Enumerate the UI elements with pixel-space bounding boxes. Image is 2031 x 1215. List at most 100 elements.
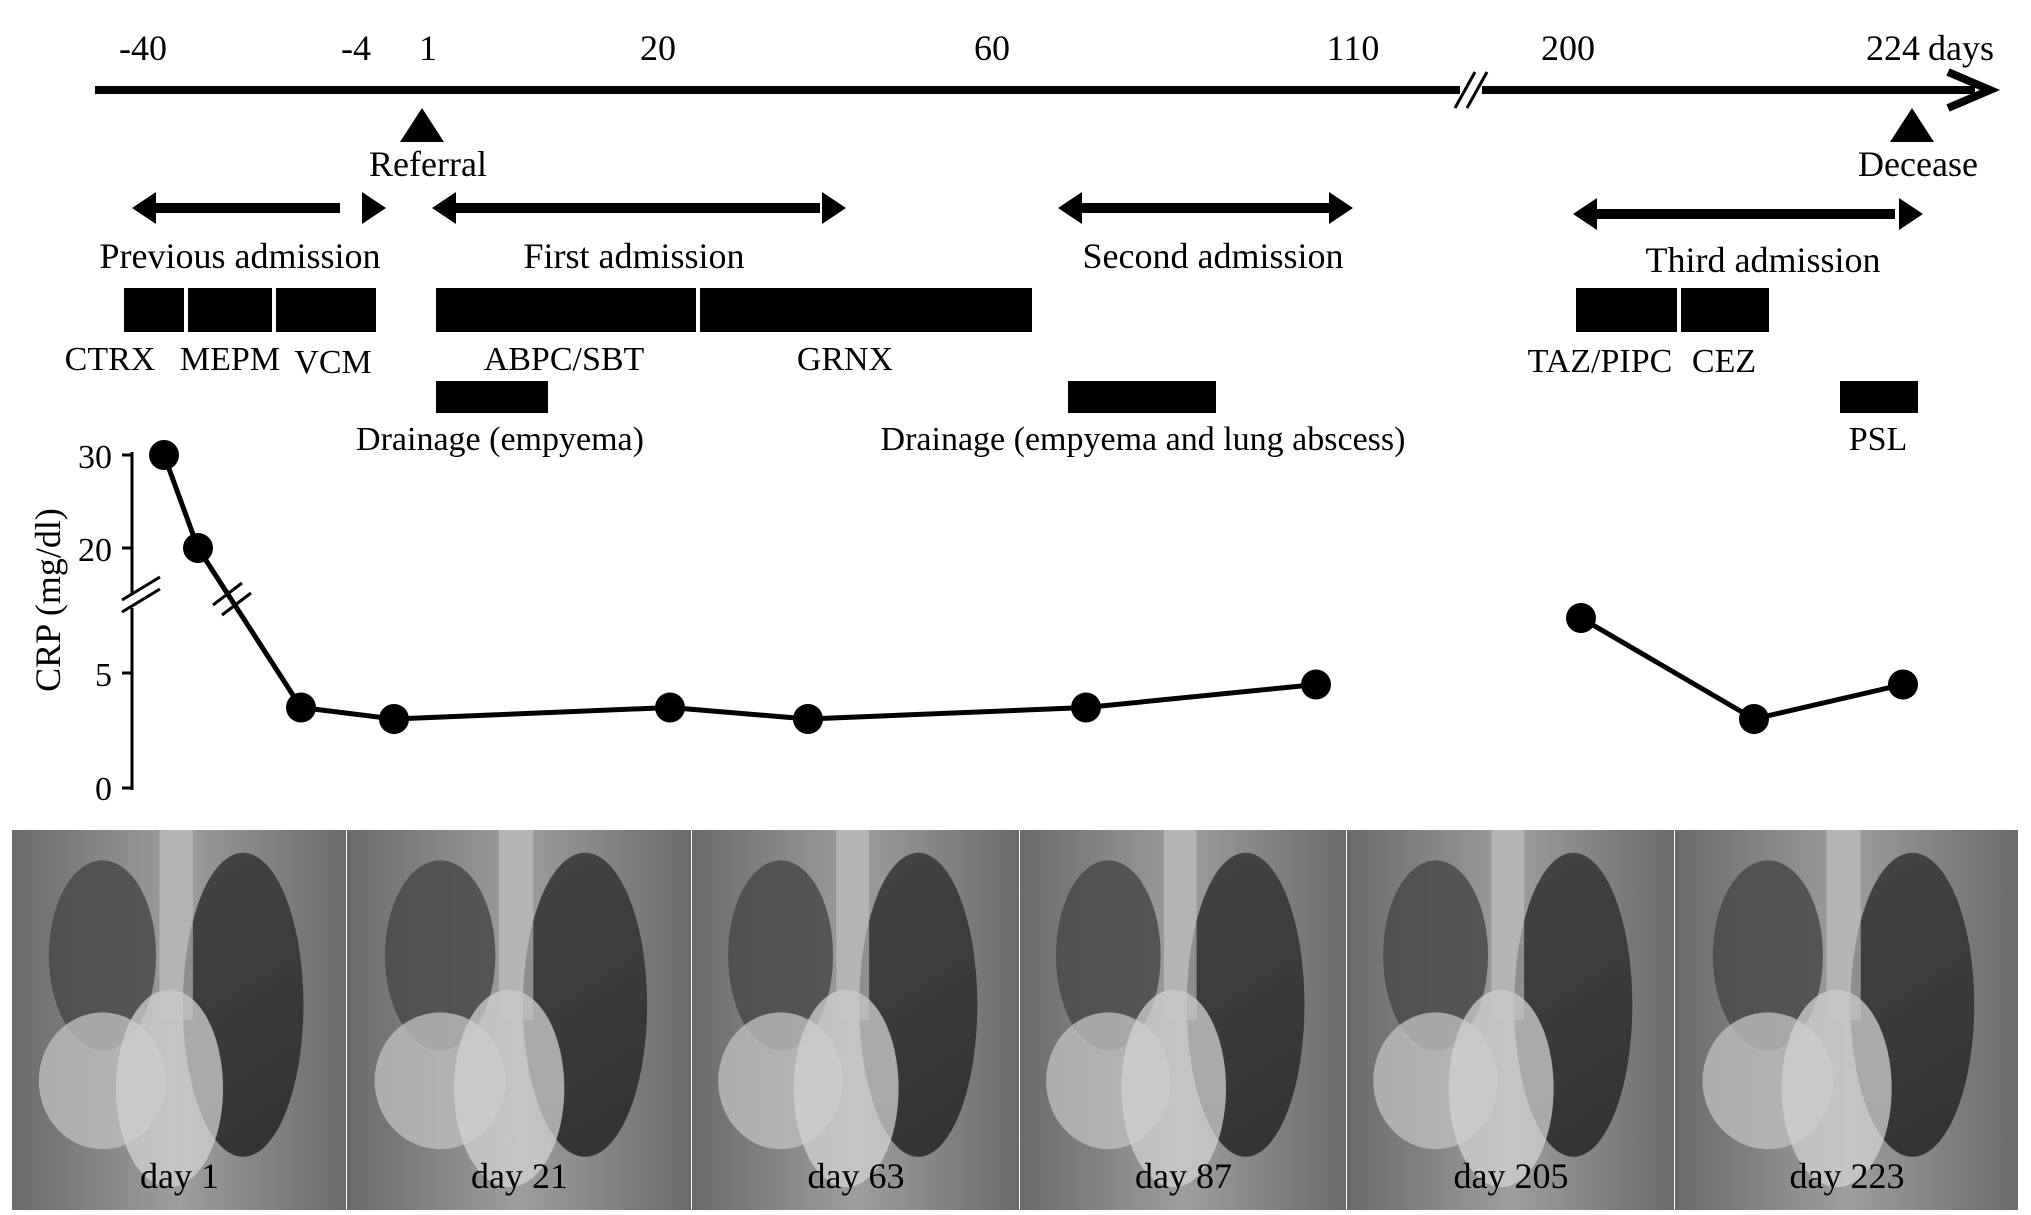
xray-panel: day 223 bbox=[1675, 830, 2020, 1210]
tick-label-200: 200 bbox=[1541, 28, 1595, 68]
crp-data-point bbox=[655, 692, 685, 723]
admission-label: Third admission bbox=[1646, 240, 1881, 280]
xray-day-label: day 223 bbox=[1790, 1156, 1905, 1196]
treatment-bar-vcm bbox=[276, 288, 376, 332]
xray-panel: day 87 bbox=[1020, 830, 1348, 1210]
crp-chart: 0 5 20 30 CRP (mg/dl) bbox=[28, 439, 1918, 808]
timeline: -40 -4 1 20 60 110 200 224 days Referral… bbox=[95, 28, 2001, 184]
xray-right-lung-field bbox=[384, 860, 496, 1051]
crp-y-tick-label-0: 0 bbox=[95, 771, 112, 808]
crp-data-point bbox=[183, 533, 213, 563]
xray-heart-shadow bbox=[1121, 989, 1227, 1188]
crp-line-break-mark-2 bbox=[221, 591, 252, 617]
tick-label-20: 20 bbox=[640, 28, 676, 68]
crp-series-points bbox=[149, 440, 1918, 734]
crp-y-tick-label-20: 20 bbox=[78, 532, 112, 569]
decease-label: Decease bbox=[1858, 144, 1978, 184]
crp-line-break-mark-1 bbox=[212, 581, 243, 607]
timeline-break-mark-1 bbox=[1453, 71, 1477, 109]
treatment-bar-taz-pipc bbox=[1576, 288, 1677, 332]
xray-heart-shadow bbox=[1448, 989, 1554, 1188]
admission-label: Previous admission bbox=[99, 236, 380, 276]
admission-arrowhead-right bbox=[1899, 198, 1923, 230]
crp-y-tick-label-30: 30 bbox=[78, 439, 112, 476]
timeline-unit-label: days bbox=[1928, 28, 1994, 68]
tick-label-minus-40: -40 bbox=[119, 28, 167, 68]
timeline-break-mark-2 bbox=[1465, 71, 1489, 109]
treatment-bar-grnx bbox=[700, 288, 1032, 332]
treatment-label-vcm: VCM bbox=[294, 344, 371, 381]
crp-series-line bbox=[161, 454, 1317, 722]
admission-previous: Previous admission bbox=[99, 192, 386, 276]
procedure-label-drainage-empyema: Drainage (empyema) bbox=[356, 421, 644, 458]
treatment-label-abpc-sbt: ABPC/SBT bbox=[484, 341, 645, 378]
crp-data-point bbox=[1071, 692, 1101, 723]
crp-data-point bbox=[1301, 669, 1331, 700]
xray-day-label: day 87 bbox=[1135, 1156, 1232, 1196]
crp-data-point bbox=[1739, 704, 1769, 734]
treatment-bars: CTRX MEPM VCM ABPC/SBT GRNX TAZ/PIPC CEZ… bbox=[65, 288, 1918, 458]
crp-data-point bbox=[1566, 603, 1596, 633]
tick-label-minus-4: -4 bbox=[341, 28, 371, 68]
procedure-bar-drainage-empyema-lung-abscess bbox=[1068, 381, 1216, 413]
xray-mediastinum bbox=[1826, 830, 1861, 1020]
treatment-label-psl: PSL bbox=[1849, 421, 1908, 458]
crp-y-axis-label: CRP (mg/dl) bbox=[28, 508, 68, 692]
xray-panel: day 63 bbox=[692, 830, 1021, 1210]
xray-heart-shadow bbox=[453, 989, 565, 1188]
treatment-bar-psl bbox=[1840, 381, 1918, 413]
crp-y-axis-break-1 bbox=[121, 575, 161, 602]
crp-data-point bbox=[793, 704, 823, 734]
referral-label: Referral bbox=[369, 144, 487, 184]
treatment-label-cez: CEZ bbox=[1692, 343, 1756, 380]
xray-mediastinum bbox=[1163, 830, 1197, 1020]
xray-right-lung-field bbox=[1383, 860, 1489, 1051]
crp-data-point bbox=[1888, 669, 1918, 700]
xray-day-label: day 21 bbox=[471, 1156, 568, 1196]
admission-arrowhead-left bbox=[1058, 192, 1082, 224]
xray-right-lung-field bbox=[728, 860, 834, 1051]
procedure-bar-drainage-empyema bbox=[436, 381, 548, 413]
treatment-bar-cez bbox=[1681, 288, 1769, 332]
tick-label-1: 1 bbox=[419, 28, 437, 68]
admission-third: Third admission bbox=[1573, 198, 1923, 280]
xray-heart-shadow bbox=[793, 989, 899, 1188]
treatment-bar-abpc-sbt bbox=[436, 288, 696, 332]
treatment-label-taz-pipc: TAZ/PIPC bbox=[1528, 343, 1673, 380]
xray-mediastinum bbox=[1491, 830, 1525, 1020]
admission-arrowhead-right bbox=[362, 192, 386, 224]
crp-y-tick-label-5: 5 bbox=[95, 657, 112, 694]
crp-series-line bbox=[1579, 615, 1904, 722]
admission-arrowhead-right bbox=[1329, 192, 1353, 224]
treatment-label-grnx: GRNX bbox=[797, 341, 893, 378]
treatment-label-mepm: MEPM bbox=[180, 341, 280, 378]
xray-right-lung-field bbox=[1712, 860, 1823, 1051]
xray-panel: day 1 bbox=[12, 830, 348, 1210]
admission-second: Second admission bbox=[1058, 192, 1353, 276]
admission-first: First admission bbox=[432, 192, 846, 276]
xray-day-label: day 205 bbox=[1454, 1156, 1569, 1196]
admission-arrowhead-right bbox=[822, 192, 846, 224]
crp-data-point bbox=[149, 440, 179, 470]
xray-mediastinum bbox=[836, 830, 870, 1020]
crp-y-axis-break-2 bbox=[121, 587, 161, 614]
admission-label: Second admission bbox=[1083, 236, 1344, 276]
tick-label-60: 60 bbox=[974, 28, 1010, 68]
admission-arrowhead-left bbox=[432, 192, 456, 224]
crp-data-point bbox=[379, 704, 409, 734]
decease-marker bbox=[1890, 108, 1934, 142]
crp-series-lines bbox=[161, 454, 1904, 722]
timeline-arrowhead bbox=[1946, 68, 2001, 112]
procedure-label-drainage-empyema-lung-abscess: Drainage (empyema and lung abscess) bbox=[881, 421, 1406, 458]
xray-panel-strip: day 1 day 21 day 63 day 87 day 205 day 223 bbox=[12, 830, 2020, 1210]
xray-panel: day 205 bbox=[1347, 830, 1676, 1210]
referral-marker bbox=[400, 108, 444, 142]
admission-periods: Previous admission First admission Secon… bbox=[99, 192, 1923, 280]
xray-day-label: day 1 bbox=[140, 1156, 219, 1196]
xray-day-label: day 63 bbox=[808, 1156, 905, 1196]
admission-arrowhead-left bbox=[132, 192, 156, 224]
xray-right-lung-field bbox=[48, 860, 157, 1051]
tick-label-224: 224 bbox=[1866, 28, 1920, 68]
crp-data-point bbox=[286, 692, 316, 723]
